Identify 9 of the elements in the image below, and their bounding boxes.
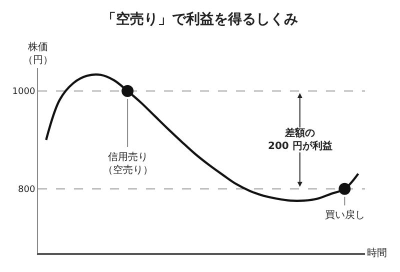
annotation: 信用売り（空売り） [103,151,153,176]
y-tick-label: 800 [18,185,36,196]
annotation: 差額の 200 円が利益 [268,127,332,152]
x-axis-title: 時間 [367,247,387,259]
y-axis-title: 株価（円） [23,41,53,66]
y-tick-label: 1000 [12,87,36,98]
line-series [45,73,360,202]
chart-title: 「空売り」で利益を得るしくみ [102,10,298,28]
annotation: 買い戻し [325,209,365,221]
